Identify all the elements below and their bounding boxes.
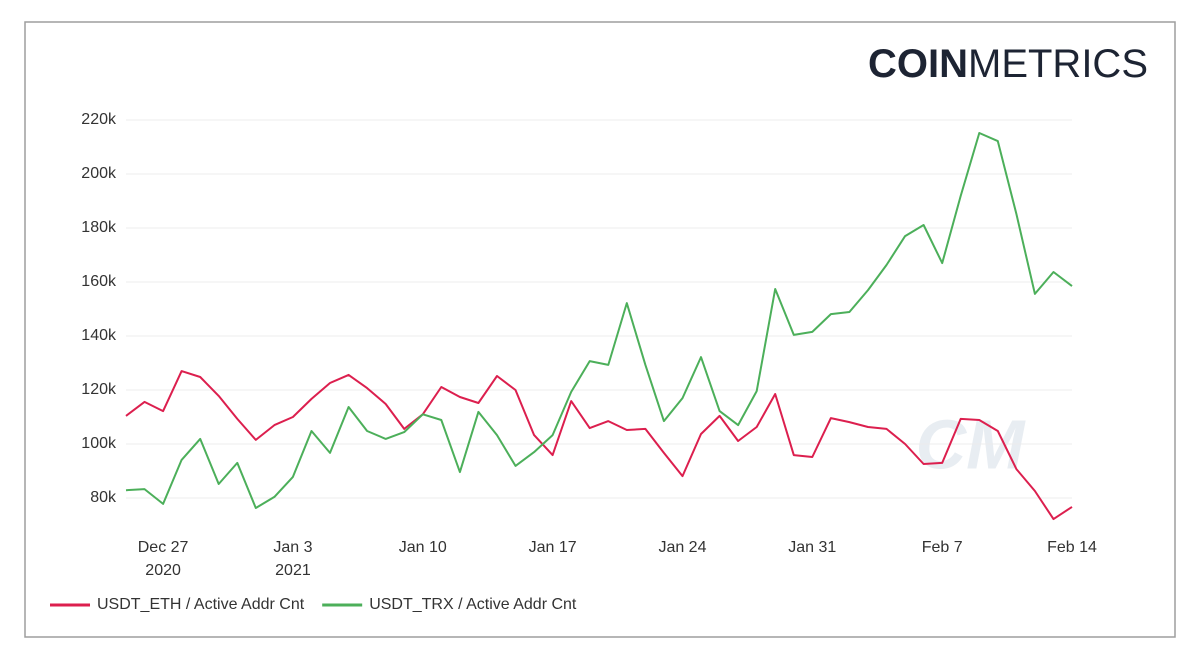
y-tick-label: 160k xyxy=(81,273,117,290)
y-tick-label: 80k xyxy=(90,489,117,506)
x-tick-year: 2020 xyxy=(145,562,181,579)
x-tick-label: Feb 7 xyxy=(922,539,963,556)
x-tick-label: Dec 27 xyxy=(138,539,189,556)
x-tick-label: Jan 10 xyxy=(399,539,447,556)
x-tick-label: Jan 17 xyxy=(529,539,577,556)
legend-label: USDT_ETH / Active Addr Cnt xyxy=(97,596,305,613)
logo-bold: COIN xyxy=(868,42,968,86)
logo: COINMETRICS xyxy=(868,42,1148,86)
x-tick-year: 2021 xyxy=(275,562,311,579)
y-tick-label: 120k xyxy=(81,381,117,398)
x-tick-label: Jan 31 xyxy=(788,539,836,556)
y-tick-label: 220k xyxy=(81,111,117,128)
x-tick-label: Jan 3 xyxy=(273,539,312,556)
data-line xyxy=(125,370,1073,521)
y-tick-label: 100k xyxy=(81,435,117,452)
y-tick-label: 140k xyxy=(81,327,117,344)
x-tick-label: Jan 24 xyxy=(658,539,706,556)
frame xyxy=(24,21,1176,638)
y-tick-label: 200k xyxy=(81,165,117,182)
y-tick-label: 180k xyxy=(81,219,117,236)
logo-light: METRICS xyxy=(968,42,1148,86)
data-line xyxy=(125,132,1073,509)
x-tick-label: Feb 14 xyxy=(1047,539,1097,556)
legend-label: USDT_TRX / Active Addr Cnt xyxy=(369,596,577,613)
